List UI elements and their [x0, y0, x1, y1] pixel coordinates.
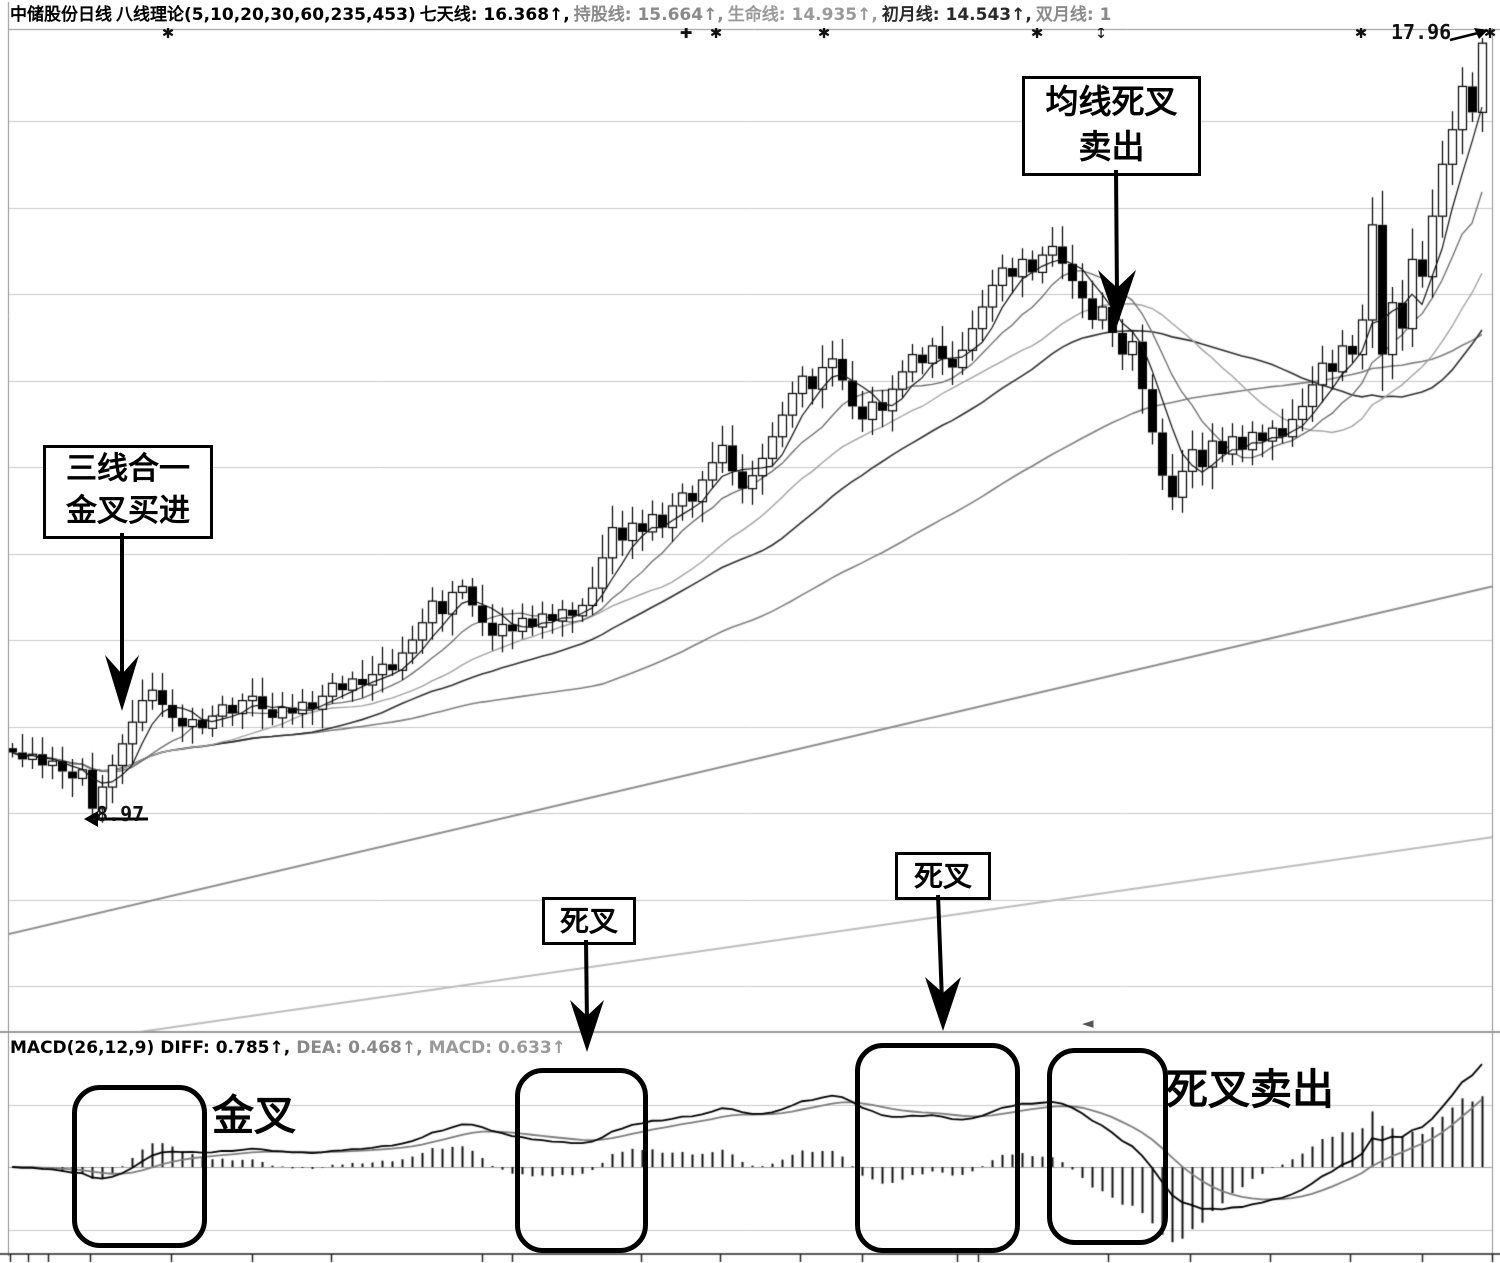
down-arrow-icon	[105, 533, 139, 711]
annotation-line: 金叉买进	[66, 493, 190, 529]
macd-header-segment: MACD: 0.633↑	[428, 1038, 566, 1058]
header-segment: 初月线: 14.543↑,	[881, 5, 1032, 25]
left-arrow-icon	[84, 811, 148, 827]
header-segment: 持股线: 15.664↑,	[573, 5, 724, 25]
label-golden-cross: 金叉	[212, 1091, 297, 1140]
label-death-cross-sell: 死叉卖出	[1166, 1065, 1335, 1114]
high-price-label: 17.96	[1391, 20, 1452, 44]
event-marker-icon: ✱	[709, 24, 723, 42]
annotation-death-cross-1: 死叉	[542, 897, 636, 945]
header-segment: 生命线: 14.935↑,	[727, 5, 878, 25]
down-arrow-icon	[925, 894, 961, 1031]
down-arrow-icon	[1098, 169, 1136, 326]
header-segment: 中储股份日线	[10, 5, 112, 25]
macd-header-segment: DIFF: 0.785↑,	[160, 1038, 291, 1058]
annotation-line: 三线合一	[66, 451, 190, 487]
highlight-box-golden-cross	[72, 1085, 207, 1248]
event-marker-icon: ✱	[817, 24, 831, 42]
annotation-ma-death-cross-sell: 均线死叉 卖出	[1022, 76, 1201, 176]
header-segment: 双月线: 1	[1035, 5, 1112, 25]
highlight-box-death-cross-3	[1047, 1048, 1168, 1245]
indicator-header: 中储股份日线 八线理论(5,10,20,30,60,235,453) 七天线: 16…	[10, 2, 1500, 28]
highlight-box-death-cross-1	[515, 1068, 648, 1253]
macd-header-segment: MACD(26,12,9)	[10, 1038, 155, 1058]
up-right-arrow-icon	[1449, 28, 1488, 42]
annotation-golden-cross-buy: 三线合一 金叉买进	[43, 445, 213, 539]
event-marker-icon: ↕	[1094, 24, 1108, 42]
macd-header-segment: DEA: 0.468↑,	[296, 1038, 423, 1058]
event-marker-icon: ✚	[679, 24, 693, 42]
event-marker-icon: ✱	[1354, 24, 1368, 42]
cursor-marker-icon: ◄	[1082, 1014, 1094, 1032]
annotation-line: 均线死叉	[1045, 82, 1178, 121]
event-marker-icon: ✱	[161, 24, 175, 42]
macd-indicator-header: MACD(26,12,9) DIFF: 0.785↑, DEA: 0.468↑, MA…	[10, 1036, 1210, 1060]
low-price-label: 8.97	[96, 802, 145, 826]
event-marker-icon: ✱	[1483, 24, 1497, 42]
header-segment: 八线理论(5,10,20,30,60,235,453)	[116, 5, 416, 25]
annotation-line: 卖出	[1078, 127, 1145, 166]
down-arrow-icon	[570, 939, 604, 1052]
header-segment: 七天线: 16.368↑,	[419, 5, 570, 25]
annotation-death-cross-2: 死叉	[895, 852, 991, 900]
event-marker-icon: ✱	[1030, 24, 1044, 42]
highlight-box-death-cross-2	[855, 1043, 1020, 1253]
